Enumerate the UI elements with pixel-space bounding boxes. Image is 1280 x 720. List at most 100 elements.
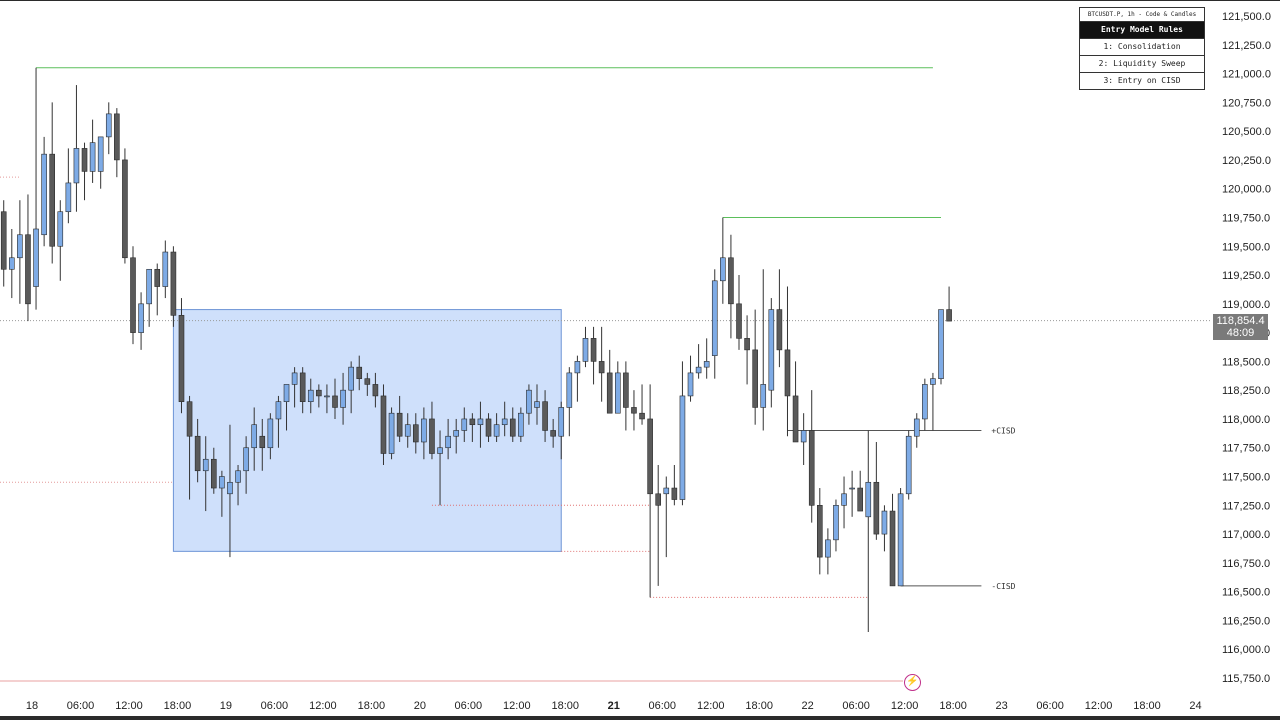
current-price-badge: 118,854.4 48:09 bbox=[1213, 314, 1268, 340]
candle bbox=[0, 200, 7, 287]
time-axis-label: 24 bbox=[1189, 700, 1201, 712]
candle bbox=[857, 470, 864, 512]
bullish-candle-body bbox=[881, 510, 888, 535]
price-axis-label: 120,000.0 bbox=[1222, 184, 1271, 196]
candle bbox=[566, 367, 573, 437]
candle bbox=[946, 286, 952, 322]
candle bbox=[404, 413, 411, 448]
bullish-candle-body bbox=[404, 424, 411, 437]
candle bbox=[776, 269, 783, 368]
bullish-candle-body bbox=[703, 361, 710, 368]
bearish-candle-body bbox=[154, 268, 161, 287]
candle bbox=[324, 384, 330, 414]
bullish-candle-body bbox=[267, 418, 274, 449]
candle bbox=[736, 275, 742, 350]
bullish-candle-body bbox=[461, 418, 468, 431]
bullish-candle-body bbox=[800, 430, 807, 443]
candle bbox=[663, 476, 670, 558]
price-axis-label: 117,000.0 bbox=[1222, 529, 1270, 541]
bearish-candle-body bbox=[816, 505, 823, 558]
bearish-candle-body bbox=[114, 113, 120, 161]
bearish-candle-body bbox=[211, 458, 217, 489]
candle bbox=[17, 200, 23, 304]
candle bbox=[930, 372, 936, 431]
bullish-candle-body bbox=[453, 430, 460, 437]
candle bbox=[606, 349, 613, 414]
bullish-candle-body bbox=[97, 136, 104, 172]
candle bbox=[453, 418, 460, 454]
candle bbox=[526, 384, 532, 425]
lightning-icon[interactable]: ⚡ bbox=[904, 674, 921, 691]
bullish-candle-body bbox=[421, 418, 427, 443]
candle bbox=[623, 361, 629, 431]
candle bbox=[816, 488, 823, 575]
candle bbox=[307, 378, 314, 414]
time-axis-label: 12:00 bbox=[891, 700, 919, 712]
candle bbox=[784, 286, 791, 437]
candle bbox=[550, 418, 556, 448]
time-axis-label: 18:00 bbox=[358, 700, 386, 712]
bullish-candle-body bbox=[65, 182, 72, 213]
price-axis-label: 120,750.0 bbox=[1222, 97, 1271, 109]
bullish-candle-body bbox=[275, 401, 282, 420]
bullish-candle-body bbox=[437, 447, 443, 454]
bullish-candle-body bbox=[33, 228, 39, 287]
time-axis-label: 06:00 bbox=[455, 700, 483, 712]
consolidation-box bbox=[172, 309, 562, 552]
candle bbox=[720, 217, 726, 304]
time-axis-label: 19 bbox=[220, 700, 232, 712]
bearish-candle-body bbox=[639, 412, 645, 420]
candle bbox=[849, 470, 855, 517]
bearish-candle-body bbox=[186, 401, 193, 437]
time-axis: 18 06:00 12:00 18:00 19 06:00 12:00 18:00 20 06:0… bbox=[26, 700, 1202, 712]
candle bbox=[299, 367, 306, 414]
candle bbox=[655, 465, 662, 586]
candle bbox=[687, 355, 694, 402]
candle bbox=[57, 200, 64, 281]
candle bbox=[219, 470, 225, 517]
price-axis-label: 115,750.0 bbox=[1222, 673, 1270, 685]
bullish-candle-body bbox=[162, 251, 169, 287]
candle bbox=[396, 395, 403, 442]
bullish-candle-body bbox=[348, 366, 354, 391]
candle bbox=[938, 309, 944, 385]
candle bbox=[81, 142, 88, 201]
time-axis-label: 18:00 bbox=[552, 700, 580, 712]
candle bbox=[388, 407, 395, 460]
bullish-candle-body bbox=[865, 481, 872, 518]
candle bbox=[33, 67, 39, 310]
candle bbox=[251, 407, 257, 471]
bullish-candle-body bbox=[849, 487, 855, 490]
time-axis-label: 18 bbox=[26, 700, 38, 712]
price-axis-label: 121,500.0 bbox=[1222, 11, 1271, 23]
minus-cisd-label: -CISD bbox=[991, 582, 1015, 591]
bullish-candle-body bbox=[574, 361, 581, 374]
bearish-candle-body bbox=[429, 418, 435, 454]
candle bbox=[445, 418, 451, 460]
bearish-candle-body bbox=[25, 234, 31, 305]
candle bbox=[9, 228, 15, 299]
candle bbox=[25, 194, 31, 322]
price-axis-label: 121,250.0 bbox=[1222, 40, 1271, 52]
candle bbox=[582, 326, 589, 368]
candle bbox=[291, 367, 298, 408]
candle bbox=[202, 436, 209, 512]
bearish-candle-body bbox=[412, 424, 419, 443]
time-axis-label: 18:00 bbox=[745, 700, 773, 712]
candle bbox=[865, 430, 872, 632]
bearish-candle-body bbox=[0, 211, 7, 270]
rule-liquidity-sweep: 2: Liquidity Sweep bbox=[1080, 56, 1204, 73]
candle bbox=[679, 361, 686, 506]
candle bbox=[380, 384, 387, 466]
bullish-candle-body bbox=[897, 493, 904, 587]
bearish-candle-body bbox=[130, 257, 136, 333]
bearish-candle-body bbox=[356, 366, 363, 379]
bearish-candle-body bbox=[170, 251, 177, 316]
candle bbox=[881, 505, 888, 552]
bullish-candle-body bbox=[445, 435, 451, 449]
candle bbox=[348, 361, 354, 414]
bearish-candle-body bbox=[873, 481, 880, 535]
candle bbox=[558, 401, 565, 460]
price-axis-label: 116,500.0 bbox=[1222, 587, 1270, 599]
